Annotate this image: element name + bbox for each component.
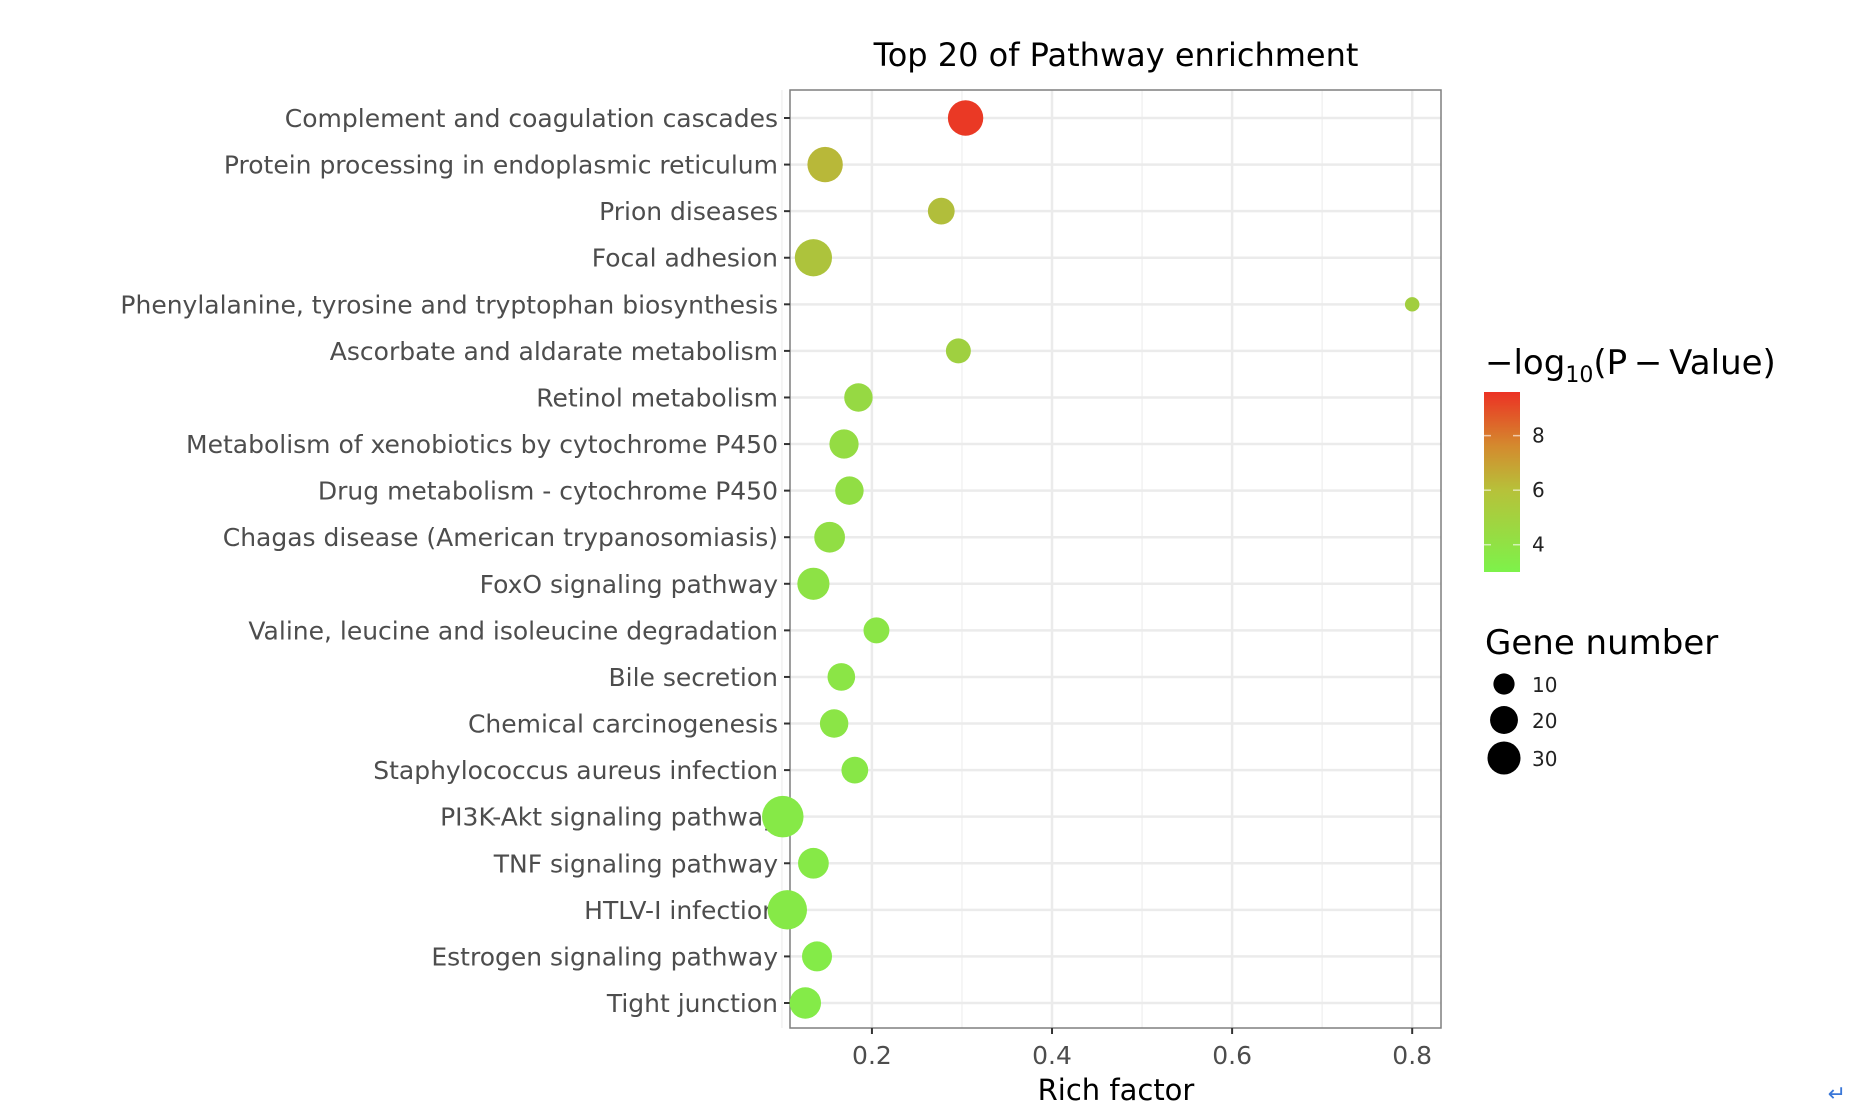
data-point: [762, 795, 804, 838]
y-tick-label: Metabolism of xenobiotics by cytochrome …: [186, 430, 778, 459]
y-tick-label: Chemical carcinogenesis: [468, 710, 778, 739]
data-point: [789, 987, 822, 1019]
return-icon: ↵: [1827, 1082, 1846, 1107]
y-axis-labels: Complement and coagulation cascades Prote…: [120, 104, 790, 1018]
y-tick-label: Prion diseases: [599, 197, 778, 226]
x-axis-title: Rich factor: [1038, 1073, 1195, 1107]
data-point: [827, 663, 856, 691]
size-legend-dot: [1487, 741, 1521, 775]
data-point: [863, 617, 890, 644]
panel-background: [790, 90, 1441, 1028]
y-tick-label: Retinol metabolism: [536, 383, 778, 412]
size-legend-label: 30: [1532, 747, 1557, 771]
y-tick-label: FoxO signaling pathway: [480, 570, 779, 599]
y-tick-label: Valine, leucine and isoleucine degradati…: [248, 616, 778, 645]
y-tick-label: Protein processing in endoplasmic reticu…: [224, 151, 778, 180]
y-tick-label: Estrogen signaling pathway: [431, 942, 778, 971]
data-point: [767, 890, 808, 930]
color-legend-title-suffix: (P − Value): [1593, 343, 1775, 383]
data-points: [762, 100, 1420, 1019]
data-point: [794, 239, 832, 277]
x-axis-ticks: 0.2 0.4 0.6 0.8: [852, 1028, 1432, 1070]
x-tick-label: 0.8: [1392, 1041, 1432, 1070]
color-legend-title: −log10(P − Value): [1485, 343, 1776, 388]
chart-title: Top 20 of Pathway enrichment: [873, 36, 1359, 74]
color-bar-tick-label: 6: [1532, 478, 1545, 502]
size-legend-label: 20: [1532, 709, 1557, 733]
color-bar-tick-label: 8: [1532, 424, 1545, 448]
y-tick-label: Focal adhesion: [592, 244, 778, 273]
color-bar-tick-label: 4: [1532, 533, 1545, 557]
data-point: [844, 383, 873, 412]
color-bar: [1484, 392, 1520, 572]
y-tick-label: Phenylalanine, tyrosine and tryptophan b…: [120, 290, 778, 319]
y-tick-label: Bile secretion: [608, 663, 778, 692]
y-tick-label: Tight junction: [606, 989, 778, 1018]
y-tick-label: TNF signaling pathway: [493, 849, 778, 878]
size-legend-title: Gene number: [1485, 623, 1718, 663]
data-point: [1404, 297, 1420, 312]
data-point: [947, 100, 984, 136]
data-point: [835, 476, 864, 505]
size-legend: Gene number 10 20 30: [1485, 623, 1718, 775]
y-tick-label: Ascorbate and aldarate metabolism: [330, 337, 778, 366]
color-legend-title-prefix: −log: [1485, 343, 1565, 383]
plot-panel: [781, 89, 1442, 1029]
x-tick-label: 0.4: [1032, 1041, 1072, 1070]
size-legend-items: 10 20 30: [1487, 673, 1557, 775]
color-bar-ticks: 4 6 8: [1484, 424, 1545, 557]
y-tick-label: Chagas disease (American trypanosomiasis…: [223, 523, 778, 552]
y-tick-label: Staphylococcus aureus infection: [373, 756, 778, 785]
y-tick-label: Complement and coagulation cascades: [285, 104, 778, 133]
data-point: [798, 847, 829, 879]
data-point: [829, 429, 859, 459]
color-legend: −log10(P − Value) 4 6 8: [1484, 343, 1776, 572]
size-legend-dot: [1490, 706, 1518, 734]
data-point: [802, 941, 833, 972]
data-point: [797, 567, 830, 600]
data-point: [841, 756, 869, 784]
data-point: [927, 197, 955, 225]
color-legend-title-subscript: 10: [1565, 363, 1593, 388]
x-tick-label: 0.2: [852, 1041, 892, 1070]
y-tick-label: PI3K-Akt signaling pathway: [440, 803, 778, 832]
size-legend-dot: [1493, 673, 1515, 695]
data-point: [945, 338, 971, 364]
data-point: [814, 521, 845, 553]
y-tick-label: HTLV-I infection: [584, 896, 778, 925]
size-legend-label: 10: [1532, 673, 1557, 697]
panel-border: [789, 89, 1442, 1029]
data-point: [807, 146, 843, 183]
x-tick-label: 0.6: [1212, 1041, 1252, 1070]
data-point: [819, 709, 849, 738]
y-tick-label: Drug metabolism - cytochrome P450: [318, 477, 778, 506]
